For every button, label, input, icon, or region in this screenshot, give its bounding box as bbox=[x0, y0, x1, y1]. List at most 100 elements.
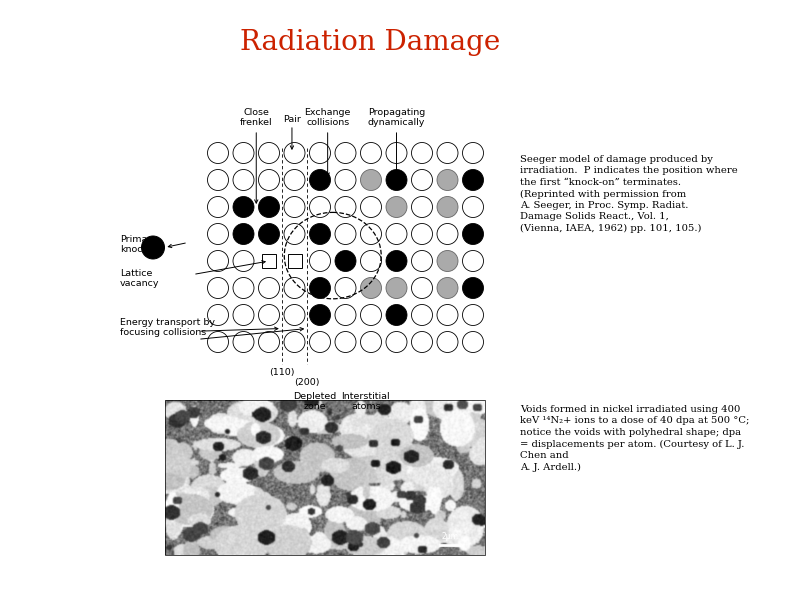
Circle shape bbox=[310, 250, 330, 271]
Circle shape bbox=[310, 170, 330, 190]
Circle shape bbox=[335, 142, 356, 164]
Circle shape bbox=[360, 170, 381, 190]
Circle shape bbox=[259, 331, 279, 352]
Circle shape bbox=[207, 277, 229, 299]
Circle shape bbox=[386, 142, 407, 164]
Circle shape bbox=[437, 224, 458, 245]
Bar bbox=[118, 95, 498, 425]
Circle shape bbox=[284, 170, 305, 190]
Circle shape bbox=[310, 142, 330, 164]
Circle shape bbox=[259, 142, 279, 164]
Circle shape bbox=[411, 305, 433, 325]
Circle shape bbox=[259, 305, 279, 325]
Circle shape bbox=[259, 196, 279, 218]
Text: Interstitial
atoms: Interstitial atoms bbox=[341, 392, 390, 411]
Circle shape bbox=[360, 331, 381, 352]
Circle shape bbox=[386, 305, 407, 325]
Text: Close
frenkel: Close frenkel bbox=[240, 108, 272, 127]
Circle shape bbox=[310, 196, 330, 218]
Circle shape bbox=[284, 142, 305, 164]
Circle shape bbox=[259, 224, 279, 245]
Circle shape bbox=[360, 224, 381, 245]
Circle shape bbox=[462, 224, 484, 245]
Circle shape bbox=[284, 224, 305, 245]
Circle shape bbox=[360, 196, 381, 218]
Circle shape bbox=[233, 196, 254, 218]
Circle shape bbox=[462, 250, 484, 271]
Circle shape bbox=[259, 170, 279, 190]
Text: Radiation Damage: Radiation Damage bbox=[240, 29, 500, 55]
Circle shape bbox=[462, 305, 484, 325]
Circle shape bbox=[284, 277, 305, 299]
Circle shape bbox=[233, 250, 254, 271]
Bar bbox=[262, 254, 276, 268]
Circle shape bbox=[284, 196, 305, 218]
Text: Lattice
vacancy: Lattice vacancy bbox=[120, 269, 160, 289]
Circle shape bbox=[411, 142, 433, 164]
Circle shape bbox=[259, 277, 279, 299]
Circle shape bbox=[462, 196, 484, 218]
Text: Seeger model of damage produced by
irradiation.  P indicates the position where
: Seeger model of damage produced by irrad… bbox=[520, 155, 738, 233]
Circle shape bbox=[207, 170, 229, 190]
Text: 2μm: 2μm bbox=[441, 532, 458, 541]
Circle shape bbox=[437, 142, 458, 164]
Circle shape bbox=[437, 331, 458, 352]
Circle shape bbox=[462, 170, 484, 190]
Text: Primary
knock-on: Primary knock-on bbox=[120, 234, 164, 254]
Circle shape bbox=[207, 224, 229, 245]
Circle shape bbox=[386, 224, 407, 245]
Bar bbox=[287, 254, 302, 268]
Circle shape bbox=[462, 277, 484, 299]
Circle shape bbox=[411, 170, 433, 190]
Text: (200): (200) bbox=[295, 378, 320, 387]
Circle shape bbox=[335, 305, 356, 325]
Circle shape bbox=[207, 142, 229, 164]
Circle shape bbox=[335, 277, 356, 299]
Circle shape bbox=[233, 224, 254, 245]
Circle shape bbox=[207, 305, 229, 325]
Text: Depleted
zone: Depleted zone bbox=[293, 392, 337, 411]
Circle shape bbox=[360, 250, 381, 271]
Circle shape bbox=[233, 305, 254, 325]
Circle shape bbox=[386, 170, 407, 190]
Circle shape bbox=[284, 331, 305, 352]
Circle shape bbox=[360, 277, 381, 299]
Text: (110): (110) bbox=[269, 368, 295, 377]
Circle shape bbox=[411, 250, 433, 271]
Circle shape bbox=[386, 331, 407, 352]
Circle shape bbox=[386, 196, 407, 218]
Circle shape bbox=[233, 277, 254, 299]
Circle shape bbox=[386, 277, 407, 299]
Circle shape bbox=[437, 305, 458, 325]
Circle shape bbox=[411, 277, 433, 299]
Circle shape bbox=[207, 196, 229, 218]
Text: Exchange
collisions: Exchange collisions bbox=[304, 108, 351, 127]
Circle shape bbox=[335, 250, 356, 271]
Circle shape bbox=[386, 250, 407, 271]
Circle shape bbox=[411, 196, 433, 218]
Circle shape bbox=[335, 196, 356, 218]
Circle shape bbox=[437, 277, 458, 299]
Circle shape bbox=[284, 305, 305, 325]
Circle shape bbox=[462, 142, 484, 164]
Circle shape bbox=[310, 277, 330, 299]
Circle shape bbox=[335, 170, 356, 190]
Circle shape bbox=[437, 250, 458, 271]
Circle shape bbox=[233, 170, 254, 190]
Circle shape bbox=[233, 331, 254, 352]
Circle shape bbox=[360, 305, 381, 325]
Circle shape bbox=[207, 250, 229, 271]
Circle shape bbox=[233, 142, 254, 164]
Circle shape bbox=[437, 196, 458, 218]
Text: Propagating
dynamically: Propagating dynamically bbox=[368, 108, 426, 127]
Text: Pair: Pair bbox=[283, 115, 301, 124]
Circle shape bbox=[335, 331, 356, 352]
Circle shape bbox=[310, 331, 330, 352]
Text: Voids formed in nickel irradiated using 400
keV ¹⁴N₂+ ions to a dose of 40 dpa a: Voids formed in nickel irradiated using … bbox=[520, 405, 750, 472]
Circle shape bbox=[141, 236, 164, 259]
Circle shape bbox=[437, 170, 458, 190]
Circle shape bbox=[310, 224, 330, 245]
Text: Energy transport by
focusing collisions: Energy transport by focusing collisions bbox=[120, 318, 215, 337]
Circle shape bbox=[310, 305, 330, 325]
Circle shape bbox=[335, 224, 356, 245]
